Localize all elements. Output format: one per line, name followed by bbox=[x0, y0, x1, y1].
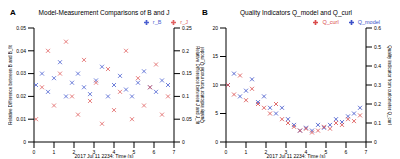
svg-text:6: 6 bbox=[345, 149, 348, 155]
svg-text:2: 2 bbox=[264, 148, 268, 155]
svg-text:10: 10 bbox=[212, 82, 218, 88]
svg-text:6: 6 bbox=[153, 149, 156, 155]
svg-text:1: 1 bbox=[53, 149, 56, 155]
html-text:r_B: r_B bbox=[152, 19, 162, 25]
svg-text:2017 Jul 11 2234: Time (s): 2017 Jul 11 2234: Time (s) bbox=[75, 153, 134, 158]
svg-text:4: 4 bbox=[304, 148, 308, 155]
svg-text:7: 7 bbox=[365, 149, 368, 155]
svg-text:0: 0 bbox=[33, 149, 36, 155]
svg-text:1: 1 bbox=[245, 149, 248, 155]
svg-text:0: 0 bbox=[23, 139, 26, 145]
svg-text:0: 0 bbox=[215, 139, 218, 145]
svg-text:0.02: 0.02 bbox=[16, 93, 26, 99]
svg-text:20: 20 bbox=[212, 25, 218, 31]
svg-text:0.6: 0.6 bbox=[374, 25, 381, 31]
svg-text:4: 4 bbox=[112, 148, 116, 155]
svg-text:0.01: 0.01 bbox=[16, 116, 26, 122]
svg-text:3: 3 bbox=[92, 148, 96, 155]
svg-text:2017 Jul 11 2234: Time (s): 2017 Jul 11 2234: Time (s) bbox=[267, 153, 326, 158]
html-text:B: B bbox=[202, 8, 208, 17]
html-text:r_J: r_J bbox=[180, 19, 188, 25]
svg-text:5: 5 bbox=[132, 148, 136, 155]
svg-text:15: 15 bbox=[212, 53, 218, 59]
svg-text:0.04: 0.04 bbox=[16, 48, 26, 54]
svg-text:0.25: 0.25 bbox=[182, 25, 192, 31]
svg-text:0: 0 bbox=[374, 139, 377, 145]
svg-text:0.03: 0.03 bbox=[16, 70, 26, 76]
svg-text:Quality indicator from curlome: Quality indicator from curlometer Q_curl bbox=[387, 45, 392, 125]
svg-text:5: 5 bbox=[215, 110, 218, 116]
html-text:Quality Indicators Q_model and: Quality Indicators Q_model and Q_curl bbox=[240, 9, 352, 16]
html-text:Q_curl: Q_curl bbox=[322, 19, 339, 25]
svg-text:0.05: 0.05 bbox=[16, 25, 26, 31]
svg-text:0.1: 0.1 bbox=[374, 120, 381, 126]
svg-text:0.2: 0.2 bbox=[182, 48, 189, 54]
svg-text:0: 0 bbox=[182, 139, 185, 145]
svg-text:Relative Difference between B: Relative Difference between B and B_fit bbox=[8, 45, 13, 125]
svg-text:3: 3 bbox=[284, 148, 288, 155]
html-text:A: A bbox=[10, 8, 16, 17]
svg-text:5: 5 bbox=[324, 148, 328, 155]
svg-text:0.3: 0.3 bbox=[374, 82, 381, 88]
svg-text:0.1: 0.1 bbox=[182, 93, 189, 99]
svg-text:2: 2 bbox=[72, 148, 76, 155]
svg-text:0.05: 0.05 bbox=[182, 116, 192, 122]
svg-text:0: 0 bbox=[225, 149, 228, 155]
svg-text:0.2: 0.2 bbox=[374, 101, 381, 107]
html-text:Q_model: Q_model bbox=[357, 19, 380, 25]
svg-text:0.15: 0.15 bbox=[182, 70, 192, 76]
svg-text:0.5: 0.5 bbox=[374, 44, 381, 50]
html-text:Model-Measurement Comparisons: Model-Measurement Comparisons of B and J bbox=[38, 9, 170, 16]
svg-text:0.4: 0.4 bbox=[374, 63, 381, 69]
svg-text:7: 7 bbox=[173, 149, 176, 155]
svg-text:Quality indicator from model Q: Quality indicator from model Q_model bbox=[200, 47, 205, 123]
